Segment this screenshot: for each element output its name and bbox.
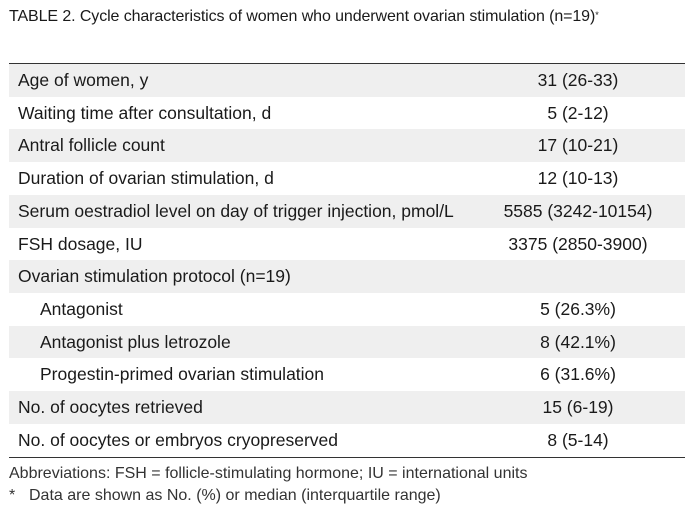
table-row: Duration of ovarian stimulation, d 12 (1… [9,162,685,195]
table-row: Serum oestradiol level on day of trigger… [9,194,685,228]
cycle-characteristics-table: Age of women, y 31 (26-33) Waiting time … [9,63,685,458]
row-label: Antagonist plus letrozole [40,331,231,352]
row-label: Age of women, y [18,70,149,90]
table-row: Age of women, y 31 (26-33) [9,64,685,97]
data-format-note: * Data are shown as No. (%) or median (in… [9,485,689,507]
row-label: FSH dosage, IU [18,233,143,254]
table-row: Antral follicle count 17 (10-21) [9,129,685,163]
table-row: Ovarian stimulation protocol (n=19) [9,260,685,294]
row-value: 5585 (3242-10154) [503,200,653,221]
row-label: Duration of ovarian stimulation, d [18,168,274,189]
table-row: Antagonist 5 (26.3%) [9,293,685,326]
footnote-marker: * [9,487,16,504]
table-row: FSH dosage, IU 3375 (2850-3900) [9,228,685,261]
row-value: 5 (2-12) [547,102,609,123]
row-label: No. of oocytes or embryos cryopreserved [18,429,338,450]
footnote-text: Data are shown as No. (%) or median (int… [29,487,441,504]
row-label: Progestin-primed ovarian stimulation [40,364,325,385]
table-title: TABLE 2. Cycle characteristics of women … [9,8,596,25]
row-value: 12 (10-13) [537,168,619,189]
table-caption: TABLE 2. Cycle characteristics of women … [9,7,685,27]
footnote-marker: * [595,10,599,20]
row-label: Antral follicle count [18,135,165,156]
row-label: Waiting time after consultation, d [18,102,272,123]
row-value: 6 (31.6%) [540,364,616,385]
table-row: Antagonist plus letrozole 8 (42.1%) [9,325,685,359]
row-value: 15 (6-19) [542,397,614,418]
abbreviations-note: Abbreviations: FSH = follicle-stimulatin… [9,465,528,482]
table-row: No. of oocytes retrieved 15 (6-19) [9,391,685,424]
row-value: 8 (5-14) [547,429,609,450]
row-label: No. of oocytes retrieved [18,397,203,418]
table-footnotes: Abbreviations: FSH = follicle-stimulatin… [9,463,689,507]
row-value: 17 (10-21) [537,135,619,156]
row-value: 3375 (2850-3900) [508,233,648,254]
row-label: Serum oestradiol level on day of trigger… [18,200,454,221]
row-value: 8 (42.1%) [540,331,616,352]
table-row: Progestin-primed ovarian stimulation 6 (… [9,358,685,391]
row-label: Ovarian stimulation protocol (n=19) [18,266,291,287]
row-label: Antagonist [40,299,123,320]
row-value: 31 (26-33) [537,70,619,90]
table-row: No. of oocytes or embryos cryopreserved … [9,424,685,457]
table-row: Waiting time after consultation, d 5 (2-… [9,97,685,130]
row-value: 5 (26.3%) [540,299,616,320]
